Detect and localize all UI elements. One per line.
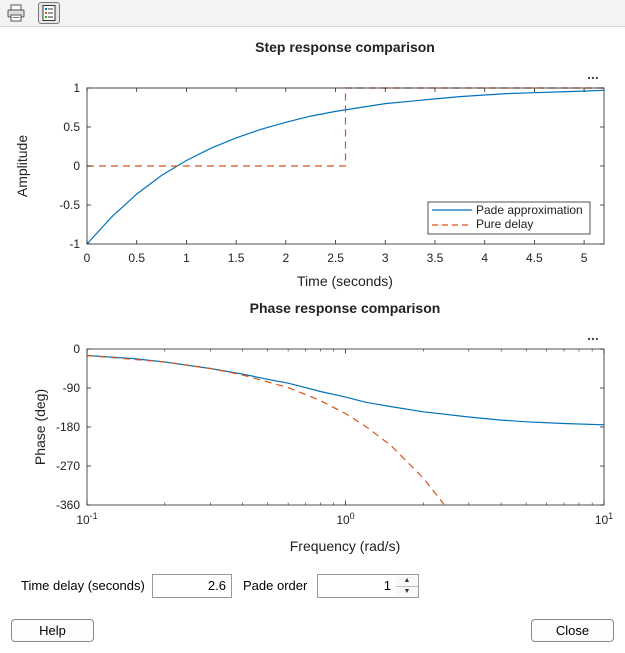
pade-order-input[interactable]: 1 — [317, 574, 397, 598]
figure-toolbar — [0, 0, 625, 27]
series-line-pade-approximation — [87, 354, 604, 426]
x-tick-label: 3 — [382, 251, 389, 265]
x-tick-label: 10-1 — [76, 511, 97, 527]
legend-toggle-icon[interactable] — [38, 2, 60, 24]
x-tick-label: 100 — [336, 511, 354, 527]
axes-more-options-button[interactable]: ... — [587, 66, 599, 82]
y-tick-label: 0 — [73, 342, 80, 356]
x-tick-label: 4.5 — [526, 251, 543, 265]
x-tick-label: 5 — [581, 251, 588, 265]
x-tick-label: 2.5 — [327, 251, 344, 265]
help-button[interactable]: Help — [11, 619, 94, 642]
y-tick-label: 0 — [73, 159, 80, 173]
x-tick-label: 4 — [481, 251, 488, 265]
printer-icon[interactable] — [5, 2, 27, 24]
y-tick-label: -360 — [56, 498, 80, 512]
legend-entry: Pade approximation — [476, 203, 583, 217]
y-tick-label: -1 — [69, 237, 80, 251]
series-line-pade-approximation — [86, 89, 605, 245]
y-axis-label: Phase (deg) — [32, 389, 48, 465]
close-button[interactable]: Close — [531, 619, 614, 642]
time-delay-label: Time delay (seconds) — [21, 578, 145, 593]
x-tick-label: 0.5 — [128, 251, 145, 265]
x-tick-label: 1.5 — [228, 251, 245, 265]
pade-order-label: Pade order — [243, 578, 308, 593]
spinner-down-icon[interactable]: ▼ — [403, 588, 411, 595]
spinner-up-icon[interactable]: ▲ — [396, 575, 418, 587]
y-tick-label: -270 — [56, 459, 80, 473]
plot-title: Step response comparison — [255, 39, 435, 55]
series-line-pure-delay — [87, 354, 445, 505]
x-tick-label: 101 — [595, 511, 613, 527]
time-delay-input[interactable]: 2.6 — [152, 574, 232, 598]
y-tick-label: -180 — [56, 420, 80, 434]
plot-title: Phase response comparison — [250, 300, 441, 316]
legend[interactable]: Pade approximation Pure delay — [427, 201, 591, 235]
x-tick-label: 3.5 — [427, 251, 444, 265]
x-tick-label: 1 — [183, 251, 190, 265]
x-tick-label: 2 — [283, 251, 290, 265]
axes-more-options-button[interactable]: ... — [587, 327, 599, 343]
x-axis-label: Frequency (rad/s) — [290, 538, 400, 554]
x-axis-label: Time (seconds) — [297, 273, 393, 289]
y-tick-label: 0.5 — [63, 120, 80, 134]
y-tick-label: -0.5 — [59, 198, 80, 212]
y-tick-label: -90 — [63, 381, 81, 395]
y-tick-label: 1 — [73, 81, 80, 95]
phase-axes-area[interactable] — [87, 349, 604, 505]
pade-order-spinner: ▲ ▼ — [396, 574, 419, 598]
x-tick-label: 0 — [84, 251, 91, 265]
y-axis-label: Amplitude — [14, 135, 30, 197]
figure-canvas: Step response comparison ... 0 0.5 1 1.5 2 2.… — [14, 39, 613, 554]
legend-entry: Pure delay — [476, 217, 533, 231]
